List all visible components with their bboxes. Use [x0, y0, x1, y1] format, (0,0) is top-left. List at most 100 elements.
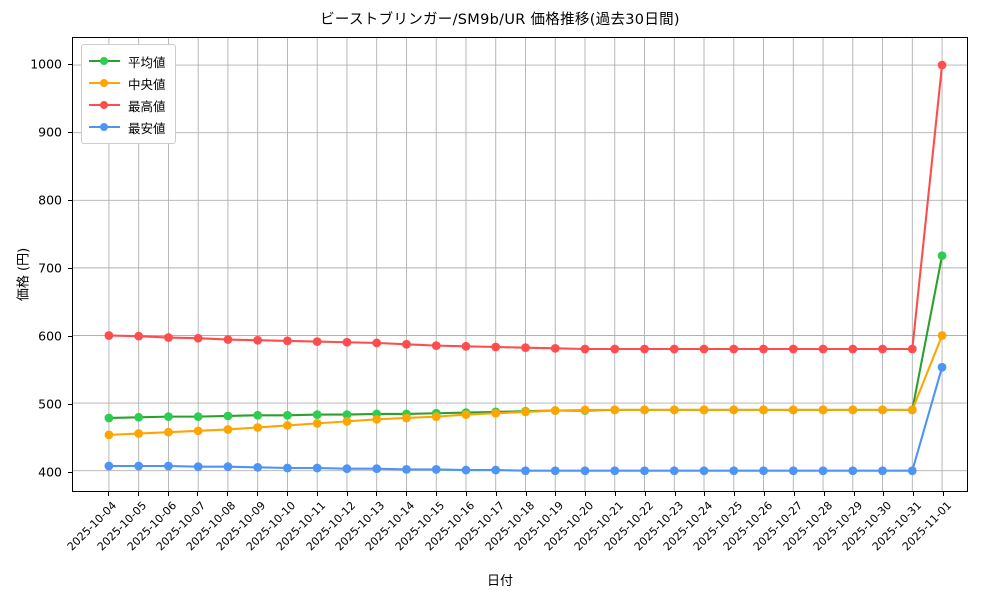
data-point [937, 60, 947, 70]
y-tick-mark [68, 403, 72, 405]
data-point [848, 466, 858, 476]
x-tick-mark [286, 492, 288, 496]
data-point [937, 331, 947, 340]
x-tick-mark [764, 492, 766, 496]
data-point [580, 344, 590, 354]
x-tick-mark [943, 492, 944, 496]
data-point [788, 344, 798, 354]
data-point [461, 465, 471, 475]
y-tick-label: 900 [38, 124, 62, 140]
data-series-layer [104, 60, 947, 476]
data-point [283, 410, 292, 420]
data-point [431, 341, 441, 351]
data-point [104, 461, 114, 471]
data-point [759, 344, 768, 354]
y-tick-mark [68, 471, 72, 473]
data-point [610, 466, 620, 476]
data-point [253, 462, 263, 472]
chart-title: ビーストブリンガー/SM9b/UR 価格推移(過去30日間) [320, 12, 680, 28]
data-point [818, 344, 828, 354]
y-axis-title: 価格 (円) [16, 247, 32, 302]
y-tick-mark [68, 199, 72, 201]
data-point [640, 405, 649, 415]
legend-marker-icon [89, 55, 120, 67]
data-point [431, 412, 441, 422]
data-point [461, 341, 471, 351]
data-point [699, 466, 709, 476]
data-point [312, 463, 322, 473]
data-point [848, 405, 858, 415]
legend-marker-icon [89, 121, 120, 133]
data-point [907, 466, 917, 476]
x-tick-mark [465, 492, 467, 496]
legend-label: 最安値 [128, 120, 166, 136]
legend-label: 中央値 [128, 76, 166, 92]
data-point [402, 339, 411, 349]
legend-item[interactable]: 平均値 [89, 50, 166, 72]
data-point [253, 423, 263, 432]
x-tick-mark [197, 492, 199, 496]
data-point [223, 335, 233, 344]
x-tick-mark [644, 492, 646, 496]
y-tick-mark [68, 64, 72, 66]
y-tick-label: 1000 [30, 56, 62, 72]
data-point [193, 462, 203, 472]
y-tick-label: 400 [38, 464, 62, 480]
x-tick-mark [167, 492, 169, 496]
data-point [521, 407, 530, 417]
data-point [164, 412, 173, 422]
y-tick-label: 800 [38, 192, 62, 208]
data-point [759, 405, 768, 415]
x-tick-mark [406, 492, 408, 496]
data-point [491, 465, 501, 475]
data-point [134, 412, 144, 422]
data-point [431, 464, 441, 474]
data-point [550, 466, 560, 476]
data-point [610, 344, 620, 354]
data-point [104, 413, 114, 423]
data-point [164, 461, 173, 471]
data-point [342, 410, 352, 419]
legend-item[interactable]: 最高値 [89, 94, 166, 116]
y-tick-mark [68, 267, 72, 269]
legend-item[interactable]: 最安値 [89, 116, 166, 138]
data-point [134, 461, 144, 471]
data-point [878, 344, 887, 354]
legend-item[interactable]: 中央値 [89, 72, 166, 94]
data-point [193, 333, 203, 343]
data-point [699, 344, 709, 354]
x-tick-mark [704, 492, 706, 496]
data-point [342, 416, 352, 426]
x-tick-mark [316, 492, 318, 496]
data-point [729, 466, 739, 476]
plot-area [72, 37, 968, 492]
x-tick-mark [614, 492, 616, 496]
data-point [312, 410, 322, 419]
data-point [223, 411, 233, 421]
data-point [818, 466, 828, 476]
y-tick-label: 600 [38, 328, 62, 344]
data-point [402, 464, 411, 474]
data-point [759, 466, 768, 476]
legend-label: 平均値 [128, 54, 166, 70]
data-point [104, 331, 114, 340]
data-point [402, 413, 411, 423]
x-tick-mark [495, 492, 497, 496]
data-point [193, 412, 203, 422]
data-point [312, 337, 322, 346]
data-point [521, 466, 530, 476]
data-point [550, 343, 560, 353]
data-point [253, 335, 263, 345]
data-point [907, 405, 917, 415]
series-line [107, 63, 944, 351]
data-point [610, 405, 620, 415]
x-tick-mark [883, 492, 885, 496]
data-point [372, 338, 382, 348]
data-point [788, 405, 798, 415]
x-tick-mark [346, 492, 348, 496]
data-point [729, 405, 739, 415]
data-point [283, 463, 292, 473]
data-point [372, 464, 382, 474]
data-point [669, 405, 679, 415]
